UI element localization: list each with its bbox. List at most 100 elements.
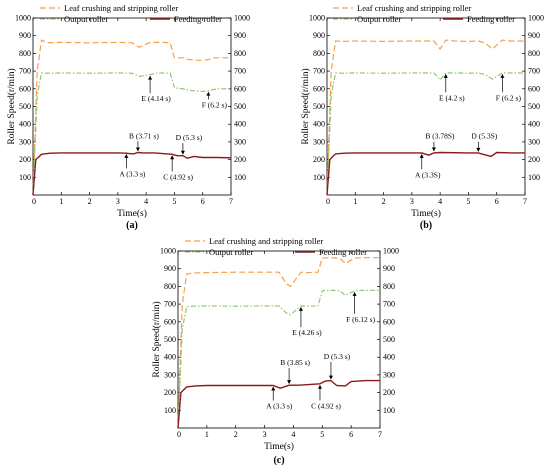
- y-axis-label: Roller Speed(r/min): [300, 68, 311, 144]
- x-tick-label: 1: [353, 197, 357, 206]
- y-tick-label-right: 700: [528, 67, 540, 76]
- annotation-label: B (3.78S): [425, 132, 455, 141]
- panel-c: 100 100 200 200 300 300 400 400 500 500 600 600 700 7…: [151, 236, 399, 466]
- annotation-arrow: [287, 380, 292, 385]
- y-tick-label-right: 1000: [383, 247, 399, 256]
- y-tick-label: 800: [164, 282, 176, 291]
- annotation-label: A (3.3 s): [266, 402, 293, 411]
- x-tick-label: 7: [229, 197, 233, 206]
- legend-label-leaf: Leaf crushing and stripping roller: [209, 236, 323, 246]
- y-tick-label: 300: [19, 137, 31, 146]
- x-tick-label: 7: [378, 430, 382, 439]
- legend-label-output: Output roller: [357, 14, 401, 24]
- y-tick-label: 200: [313, 155, 325, 164]
- y-tick-label-right: 100: [234, 173, 246, 182]
- x-tick-label: 3: [410, 197, 414, 206]
- y-tick-label: 200: [19, 155, 31, 164]
- annotation-label: D (5.3 s): [324, 352, 351, 361]
- series-line-feeding: [32, 151, 232, 196]
- annotation-label: E (4.2 s): [439, 93, 465, 102]
- annotation-arrow: [317, 384, 322, 389]
- x-tick-label: 5: [320, 430, 324, 439]
- annotation-label: B (3.85 s): [280, 358, 310, 367]
- x-tick-label: 4: [144, 197, 148, 206]
- y-tick-label-right: 900: [234, 31, 246, 40]
- legend-label-feeding: Feeding roller: [467, 14, 515, 24]
- annotation-label: A (3.3 s): [119, 169, 146, 178]
- panel-label: (c): [273, 455, 284, 466]
- y-axis-label: Roller Speed(r/min): [151, 301, 162, 377]
- y-tick-label: 700: [164, 300, 176, 309]
- y-tick-label: 500: [19, 102, 31, 111]
- series-line-feeding: [326, 151, 525, 196]
- y-tick-label: 200: [164, 388, 176, 397]
- annotation-arrow: [352, 291, 357, 296]
- y-tick-label-right: 500: [234, 102, 246, 111]
- y-tick-label: 100: [313, 173, 325, 182]
- x-axis-label: Time(s): [117, 208, 147, 219]
- y-tick-label: 800: [313, 49, 325, 58]
- y-tick-label: 1000: [160, 247, 176, 256]
- x-tick-label: 4: [438, 197, 442, 206]
- annotation-label: F (6.12 s): [346, 315, 375, 324]
- legend-label-leaf: Leaf crushing and stripping roller: [64, 3, 178, 13]
- y-tick-label: 600: [164, 317, 176, 326]
- y-tick-label-right: 600: [234, 84, 246, 93]
- y-tick-label-right: 400: [234, 120, 246, 129]
- x-tick-label: 6: [495, 197, 499, 206]
- x-tick-label: 0: [32, 197, 36, 206]
- y-tick-label: 600: [313, 84, 325, 93]
- annotation-label: E (4.14 s): [141, 94, 171, 103]
- y-tick-label: 400: [164, 353, 176, 362]
- y-tick-label-right: 1000: [234, 14, 250, 23]
- x-tick-label: 6: [349, 430, 353, 439]
- y-tick-label-right: 700: [234, 67, 246, 76]
- series-line-leaf: [326, 39, 525, 196]
- y-tick-label-right: 600: [383, 317, 395, 326]
- panel-label: (b): [420, 220, 432, 231]
- y-tick-label: 900: [313, 31, 325, 40]
- annotation-arrow: [419, 153, 424, 158]
- y-tick-label: 900: [164, 264, 176, 273]
- annotation-arrow: [148, 75, 153, 80]
- annotation-arrow: [271, 386, 276, 391]
- annotation-label: C (4.92 s): [311, 402, 341, 411]
- y-tick-label-right: 300: [234, 137, 246, 146]
- y-tick-label: 700: [313, 67, 325, 76]
- y-tick-label: 800: [19, 49, 31, 58]
- annotation-label: C (4.92 s): [163, 172, 193, 181]
- y-tick-label-right: 1000: [528, 14, 544, 23]
- x-tick-label: 2: [234, 430, 238, 439]
- x-tick-label: 0: [326, 197, 330, 206]
- y-tick-label: 500: [313, 102, 325, 111]
- y-tick-label-right: 700: [383, 300, 395, 309]
- series-line-output: [177, 289, 380, 429]
- x-tick-label: 1: [59, 197, 63, 206]
- y-tick-label-right: 200: [383, 388, 395, 397]
- y-tick-label-right: 500: [528, 102, 540, 111]
- series-line-output: [326, 72, 525, 196]
- annotation-arrow: [170, 155, 175, 160]
- y-tick-label: 900: [19, 31, 31, 40]
- x-axis-label: Time(s): [411, 208, 441, 219]
- annotation-arrow: [135, 147, 140, 152]
- annotation-label: B (3.71 s): [129, 131, 159, 140]
- x-tick-label: 2: [88, 197, 92, 206]
- x-tick-label: 1: [205, 430, 209, 439]
- y-tick-label: 500: [164, 335, 176, 344]
- y-tick-label-right: 800: [234, 49, 246, 58]
- x-tick-label: 6: [201, 197, 205, 206]
- x-tick-label: 5: [172, 197, 176, 206]
- y-tick-label-right: 100: [383, 406, 395, 415]
- y-tick-label-right: 900: [528, 31, 540, 40]
- panel-b: 100 100 200 200 300 300 400 400 500 500 600 600 700 7…: [300, 3, 544, 231]
- x-tick-label: 7: [523, 197, 527, 206]
- y-tick-label: 1000: [309, 14, 325, 23]
- annotation-label: F (6.2 s): [496, 93, 522, 102]
- y-tick-label-right: 300: [528, 137, 540, 146]
- legend-label-output: Output roller: [64, 14, 108, 24]
- panel-a: 100 100 200 200 300 300 400 400 500 500 600 600 700 7…: [6, 3, 250, 231]
- y-tick-label: 700: [19, 67, 31, 76]
- y-tick-label: 300: [164, 370, 176, 379]
- y-tick-label-right: 300: [383, 370, 395, 379]
